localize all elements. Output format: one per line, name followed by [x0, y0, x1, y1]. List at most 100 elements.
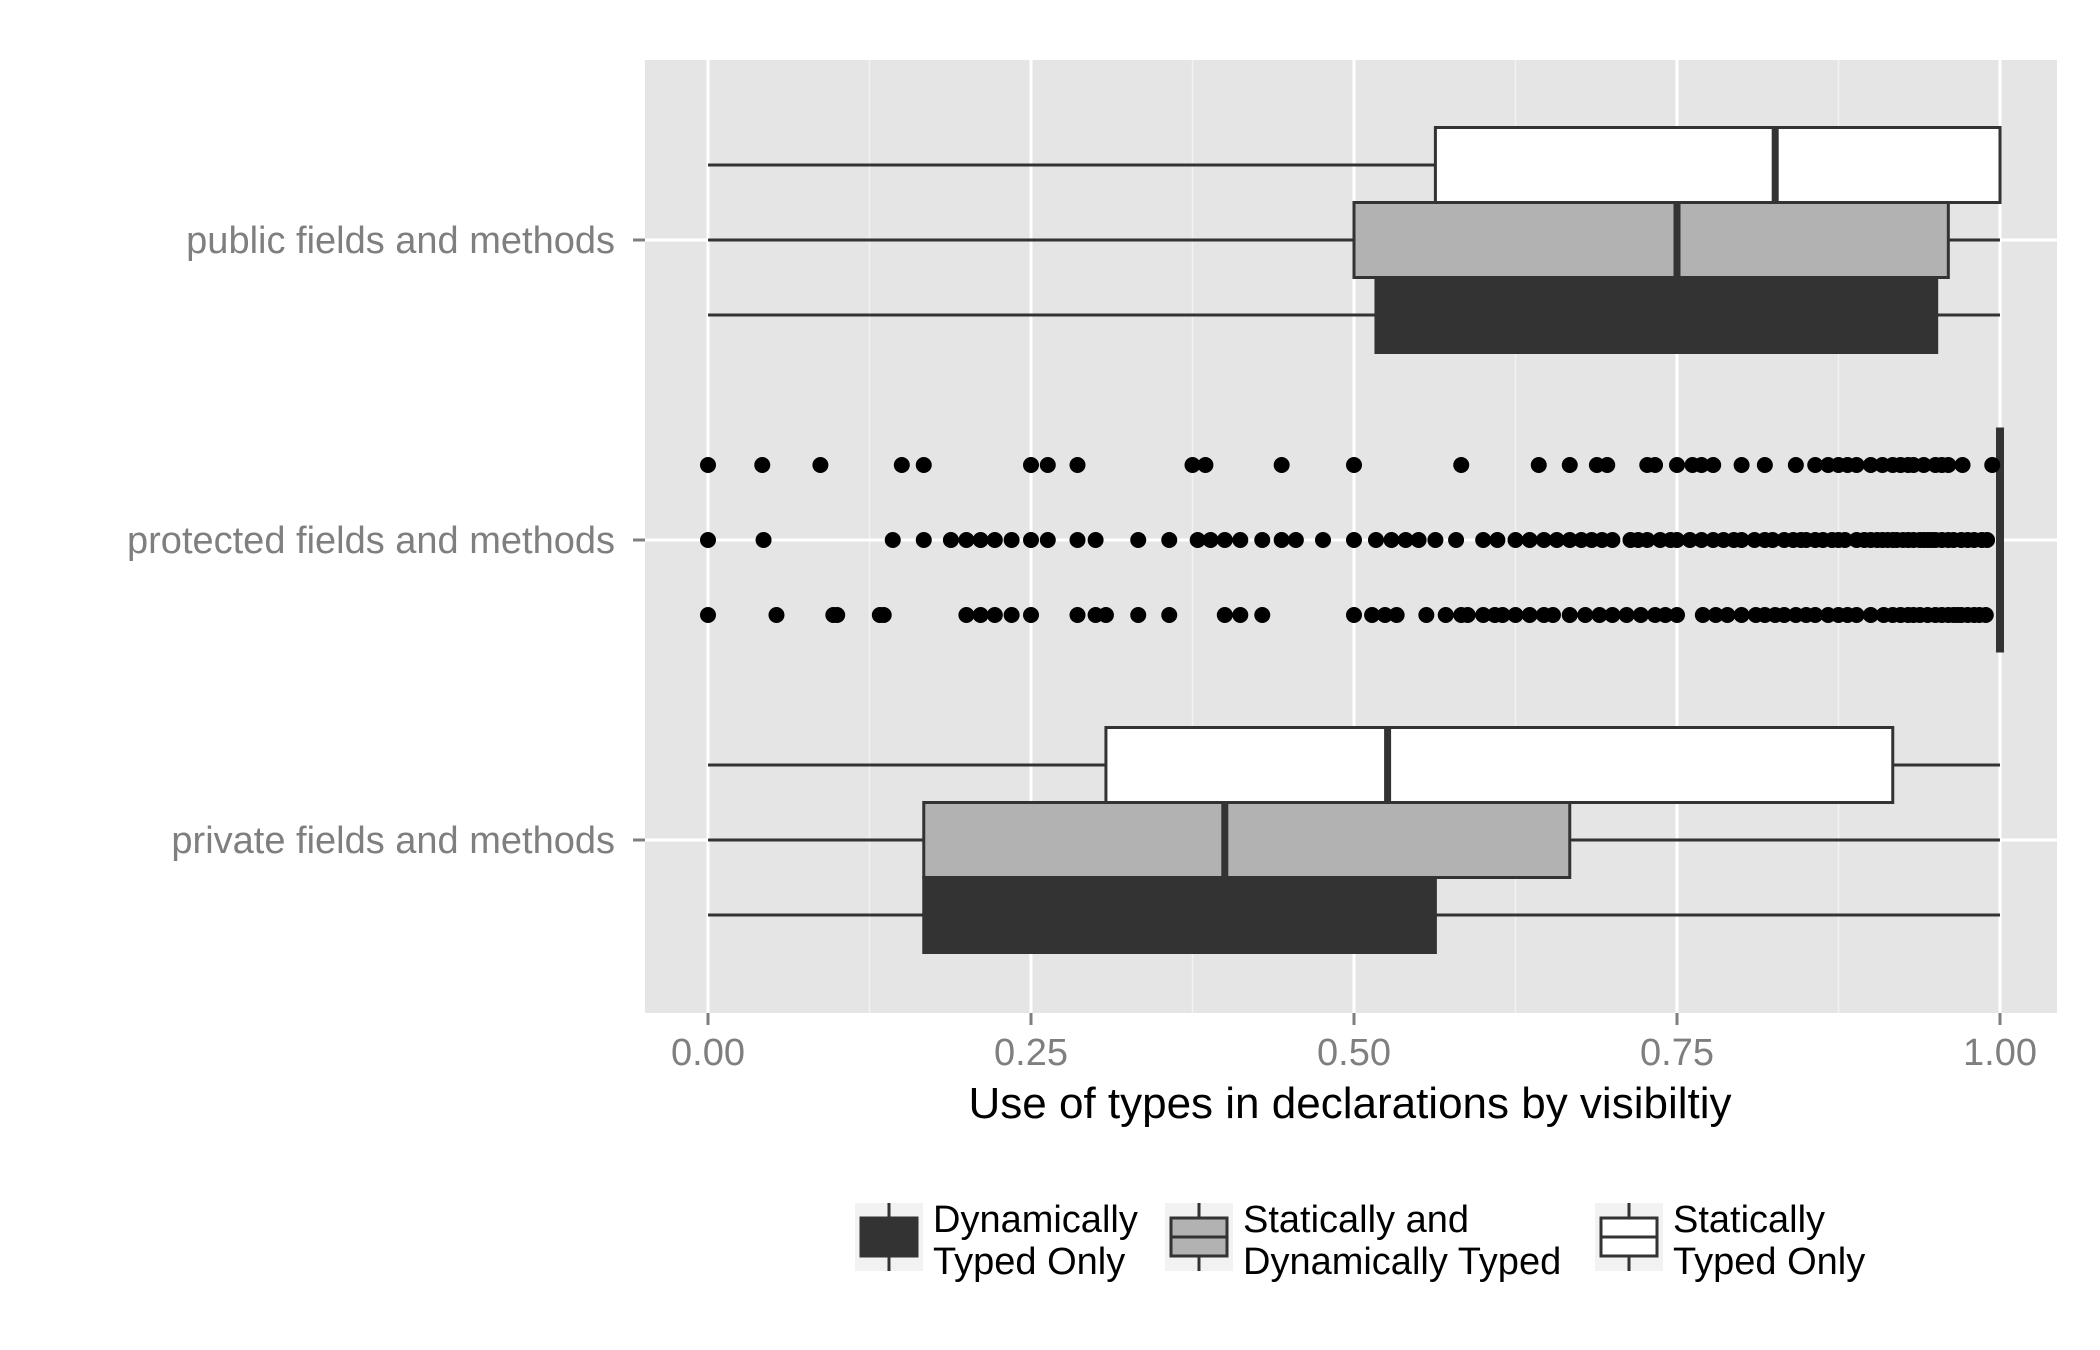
outlier-point	[1807, 607, 1824, 623]
outlier-point	[1521, 532, 1538, 548]
outlier-point	[958, 532, 975, 548]
outlier-point	[1954, 457, 1971, 473]
x-axis-title: Use of types in declarations by visibilt…	[969, 1079, 1732, 1128]
y-tick-label: private fields and methods	[171, 820, 615, 862]
outlier-point	[1397, 532, 1414, 548]
outlier-point	[1216, 607, 1233, 623]
outlier-point	[1273, 457, 1290, 473]
outlier-point	[1693, 532, 1710, 548]
outlier-point	[986, 607, 1003, 623]
box-0-2	[708, 876, 2000, 954]
outlier-point	[1764, 532, 1781, 548]
outlier-point	[1383, 532, 1400, 548]
legend-label-line2: Typed Only	[933, 1241, 1125, 1283]
box-2-2	[708, 726, 2000, 804]
box-series	[700, 126, 2004, 954]
outlier-point	[1694, 607, 1711, 623]
outlier-point	[1591, 607, 1608, 623]
outlier-point	[1254, 532, 1271, 548]
outlier-point	[1346, 607, 1362, 623]
outlier-point	[1023, 532, 1039, 548]
outlier-point	[1669, 607, 1685, 623]
outlier-point	[1069, 607, 1086, 623]
outlier-point	[1418, 607, 1435, 623]
outlier-point	[1364, 607, 1381, 623]
outlier-point	[1475, 607, 1492, 623]
outlier-point	[1039, 532, 1056, 548]
outlier-point	[1787, 457, 1804, 473]
legend-label-line2: Typed Only	[1673, 1241, 1865, 1283]
box-body	[922, 876, 1437, 954]
outlier-point	[1984, 457, 2001, 473]
outlier-point	[1273, 532, 1290, 548]
outlier-point	[1287, 532, 1304, 548]
outlier-point	[1388, 607, 1405, 623]
outlier-point	[1039, 457, 1056, 473]
x-tick-label: 0.00	[671, 1032, 745, 1074]
outlier-point	[1507, 532, 1524, 548]
outlier-point	[812, 457, 829, 473]
outlier-point	[1807, 457, 1824, 473]
outlier-point	[1618, 607, 1635, 623]
outlier-point	[1254, 607, 1271, 623]
outlier-point	[1681, 532, 1698, 548]
outlier-point	[893, 457, 910, 473]
outlier-point	[1161, 532, 1178, 548]
outlier-point	[1577, 607, 1594, 623]
outlier-point	[1475, 532, 1492, 548]
outlier-point	[1776, 607, 1793, 623]
legend-label-line1: Statically and	[1243, 1199, 1469, 1241]
outlier-point	[1023, 607, 1039, 623]
outlier-point	[1862, 607, 1879, 623]
outlier-point	[1448, 532, 1465, 548]
outlier-point	[1756, 457, 1773, 473]
outlier-point	[972, 532, 989, 548]
outlier-point	[1705, 457, 1722, 473]
legend-label-line1: Dynamically	[933, 1199, 1138, 1241]
outlier-point	[1459, 607, 1476, 623]
legend-label-line2: Dynamically Typed	[1243, 1241, 1561, 1283]
outlier-point	[1453, 457, 1470, 473]
outlier-point	[1669, 532, 1685, 548]
y-tick-label: protected fields and methods	[127, 520, 615, 562]
outlier-point	[1604, 607, 1621, 623]
outlier-point	[1367, 532, 1384, 548]
outlier-point	[1087, 532, 1104, 548]
outlier-point	[1561, 457, 1578, 473]
outlier-point	[700, 607, 716, 623]
outlier-point	[1507, 607, 1524, 623]
box-body	[1433, 126, 2002, 204]
x-axis: 0.00 0.25 0.50 0.75 1.00	[671, 1013, 2037, 1074]
outlier-point	[1232, 532, 1249, 548]
outlier-point	[1940, 457, 1957, 473]
outlier-point	[1489, 532, 1506, 548]
outlier-point	[1003, 532, 1020, 548]
outlier-point	[1632, 607, 1649, 623]
outlier-point	[1377, 607, 1394, 623]
box-body	[922, 801, 1572, 879]
outlier-point	[1561, 532, 1578, 548]
y-tick-label: public fields and methods	[186, 220, 615, 262]
box-body	[1352, 201, 1950, 279]
outlier-point	[1184, 457, 1201, 473]
outlier-point	[1979, 532, 1996, 548]
outlier-point	[1733, 532, 1750, 548]
box-1-2	[708, 801, 2000, 879]
outlier-point	[1544, 607, 1561, 623]
outlier-point	[825, 607, 842, 623]
outlier-point	[1130, 532, 1147, 548]
outlier-point	[1069, 532, 1086, 548]
box-2-1	[700, 427, 2004, 503]
outlier-point	[1202, 532, 1219, 548]
outlier-point	[1977, 607, 1994, 623]
outlier-point	[1023, 457, 1039, 473]
box-body	[1374, 276, 1939, 354]
outlier-point	[1693, 457, 1710, 473]
outlier-point	[1410, 532, 1427, 548]
outlier-point	[1862, 457, 1879, 473]
outlier-point	[875, 607, 892, 623]
outlier-point	[1069, 457, 1086, 473]
